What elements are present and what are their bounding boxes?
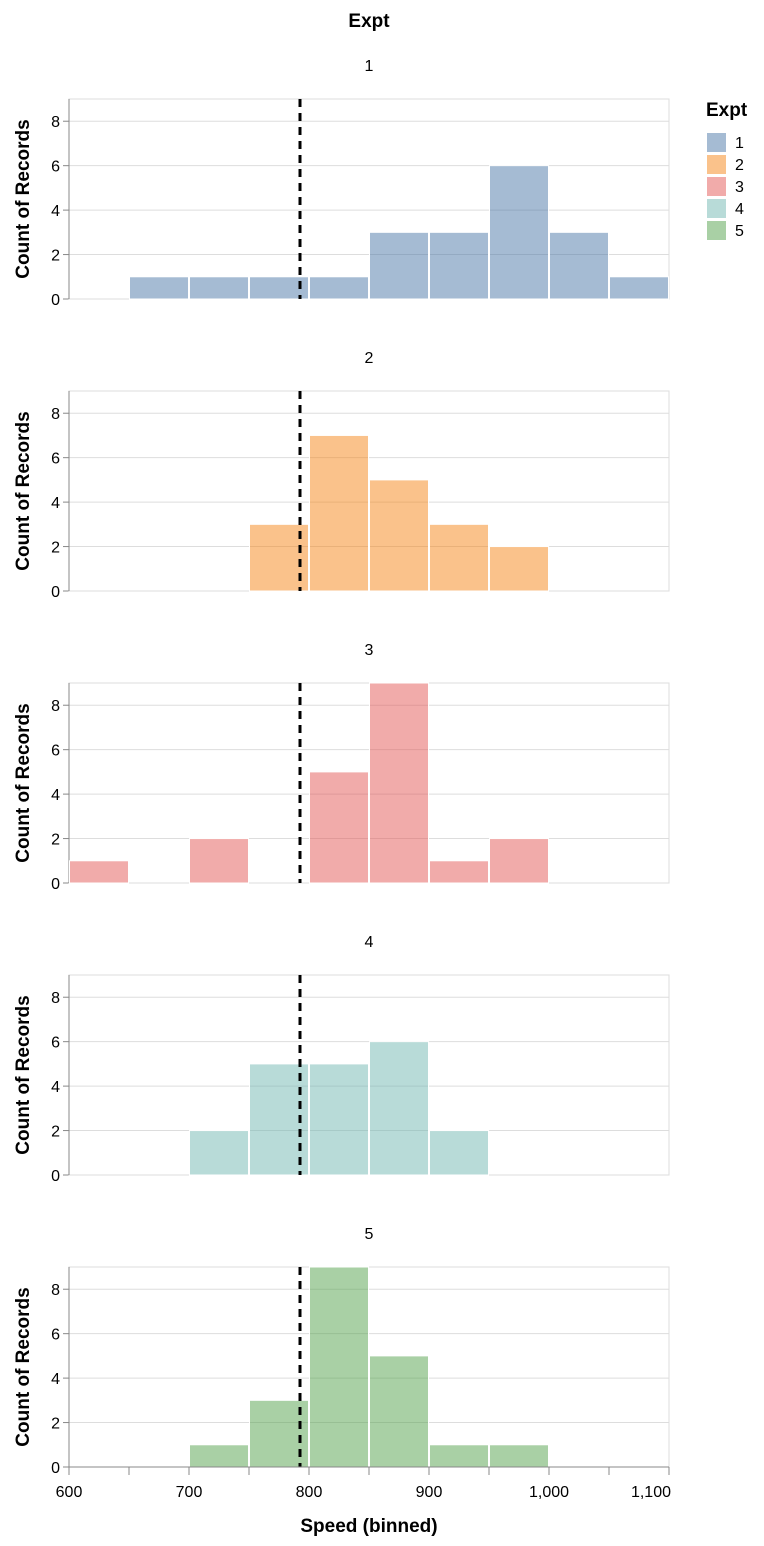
- facet-title: 2: [365, 350, 374, 367]
- y-tick-label: 4: [51, 203, 60, 220]
- histogram-bar: [549, 231, 609, 300]
- facet-title: 4: [365, 934, 374, 951]
- histogram-bar: [309, 771, 369, 884]
- histogram-bar: [189, 1444, 249, 1468]
- histogram-bar: [429, 231, 489, 300]
- histogram-bar: [489, 1444, 549, 1468]
- legend-title: Expt: [706, 100, 748, 121]
- y-axis-title: Count of Records: [13, 703, 34, 862]
- y-tick-label: 0: [51, 584, 60, 601]
- x-tick-label: 700: [176, 1484, 203, 1501]
- y-tick-label: 2: [51, 248, 60, 265]
- x-tick-label: 600: [56, 1484, 83, 1501]
- facet-panel-1: 1 0 2 4 6 8 Count of Records: [13, 58, 670, 309]
- y-tick-label: 8: [51, 406, 60, 423]
- y-tick-label: 0: [51, 876, 60, 893]
- y-tick-label: 2: [51, 1124, 60, 1141]
- histogram-bar: [369, 1355, 429, 1468]
- legend-label: 5: [735, 223, 744, 240]
- y-tick-label: 4: [51, 787, 60, 804]
- facet-panel-3: 3 0 2 4 6 8 Count of Records: [13, 642, 670, 893]
- legend-swatch: [707, 155, 726, 174]
- y-tick-label: 8: [51, 990, 60, 1007]
- legend-label: 4: [735, 201, 744, 218]
- histogram-bar: [489, 165, 549, 300]
- y-tick-label: 2: [51, 832, 60, 849]
- y-tick-label: 2: [51, 1416, 60, 1433]
- legend-label: 1: [735, 135, 744, 152]
- histogram-bar: [189, 838, 249, 884]
- histogram-bar: [489, 546, 549, 592]
- legend-swatch: [707, 177, 726, 196]
- legend-swatch: [707, 221, 726, 240]
- histogram-bar: [309, 1063, 369, 1176]
- y-axis-title: Count of Records: [13, 1287, 34, 1446]
- x-tick-label: 1,100: [631, 1484, 671, 1501]
- histogram-bar: [489, 838, 549, 884]
- chart-title: Expt: [348, 11, 390, 32]
- x-tick-label: 900: [416, 1484, 443, 1501]
- legend-swatch: [707, 199, 726, 218]
- facet-title: 3: [365, 642, 374, 659]
- y-axis-title: Count of Records: [13, 119, 34, 278]
- y-tick-label: 0: [51, 1168, 60, 1185]
- y-tick-label: 4: [51, 495, 60, 512]
- histogram-bar: [369, 1041, 429, 1176]
- legend-label: 2: [735, 157, 744, 174]
- histogram-bar: [429, 860, 489, 884]
- y-tick-label: 0: [51, 292, 60, 309]
- y-tick-label: 8: [51, 1282, 60, 1299]
- histogram-bar: [429, 1130, 489, 1176]
- histogram-bar: [369, 682, 429, 884]
- histogram-bar: [129, 276, 189, 300]
- facet-panels: 1 0 2 4 6 8 Count of Records 2 0 2 4 6 8 Count of Rec…: [13, 58, 670, 1477]
- y-tick-label: 0: [51, 1460, 60, 1477]
- histogram-bar: [249, 276, 309, 300]
- y-axis-title: Count of Records: [13, 411, 34, 570]
- x-tick-label: 800: [296, 1484, 323, 1501]
- histogram-bar: [309, 276, 369, 300]
- y-tick-label: 6: [51, 159, 60, 176]
- facet-title: 5: [365, 1226, 374, 1243]
- y-tick-label: 4: [51, 1079, 60, 1096]
- y-tick-label: 6: [51, 1327, 60, 1344]
- facet-title: 1: [365, 58, 374, 75]
- x-axis: 600 700 800 900 1,000 1,100: [56, 1466, 671, 1501]
- facet-panel-4: 4 0 2 4 6 8 Count of Records: [13, 934, 670, 1185]
- y-tick-label: 6: [51, 743, 60, 760]
- x-axis-title: Speed (binned): [300, 1516, 437, 1537]
- histogram-bar: [429, 1444, 489, 1468]
- histogram-bar: [609, 276, 669, 300]
- histogram-bar: [309, 434, 369, 592]
- legend-label: 3: [735, 179, 744, 196]
- legend-items: 1 2 3 4 5: [707, 133, 744, 240]
- facet-panel-5: 5 0 2 4 6 8 Count of Records: [13, 1226, 670, 1477]
- y-axis-title: Count of Records: [13, 995, 34, 1154]
- y-tick-label: 2: [51, 540, 60, 557]
- histogram-bar: [429, 523, 489, 592]
- x-tick-label: 1,000: [529, 1484, 569, 1501]
- histogram-bar: [189, 1130, 249, 1176]
- histogram-bar: [189, 276, 249, 300]
- legend-swatch: [707, 133, 726, 152]
- histogram-bar: [369, 231, 429, 300]
- histogram-bar: [309, 1266, 369, 1468]
- histogram-bar: [69, 860, 129, 884]
- y-tick-label: 8: [51, 698, 60, 715]
- facet-panel-2: 2 0 2 4 6 8 Count of Records: [13, 350, 670, 601]
- legend: Expt 1 2 3 4 5: [706, 100, 748, 240]
- y-tick-label: 6: [51, 1035, 60, 1052]
- y-tick-label: 6: [51, 451, 60, 468]
- y-tick-label: 8: [51, 114, 60, 131]
- histogram-bar: [369, 479, 429, 592]
- y-tick-label: 4: [51, 1371, 60, 1388]
